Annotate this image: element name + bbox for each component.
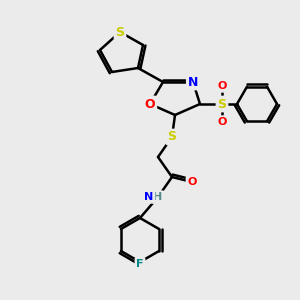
- Text: F: F: [136, 259, 144, 269]
- Text: N: N: [144, 192, 154, 202]
- Text: O: O: [217, 81, 227, 91]
- Text: S: S: [167, 130, 176, 143]
- Text: O: O: [145, 98, 155, 110]
- Text: O: O: [187, 177, 197, 187]
- Text: S: S: [116, 26, 124, 38]
- Text: H: H: [153, 192, 163, 202]
- Text: S: S: [218, 98, 226, 110]
- Text: O: O: [217, 117, 227, 127]
- Text: N: N: [188, 76, 198, 88]
